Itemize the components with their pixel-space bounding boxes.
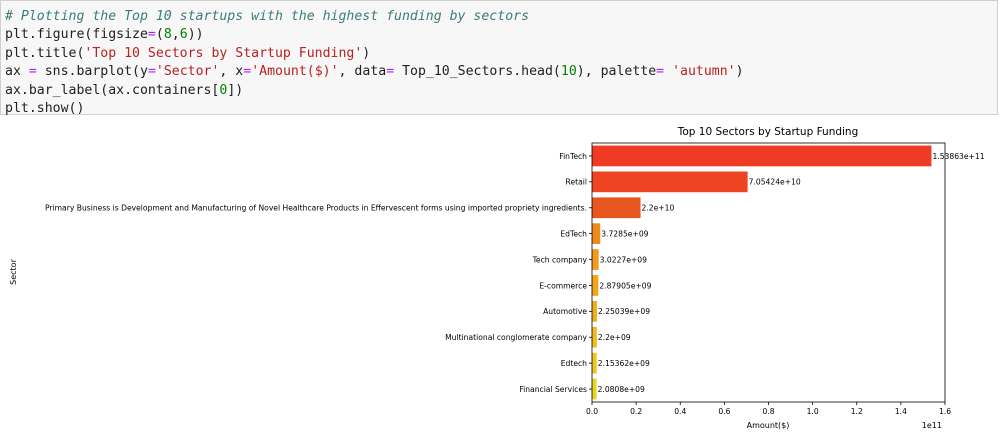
bar <box>592 171 748 193</box>
x-tick-label: 0.4 <box>674 407 686 416</box>
code-token: 'Amount($)' <box>251 64 339 80</box>
data-label: 1.53863e+11 <box>932 152 984 161</box>
code-token: = <box>386 64 395 80</box>
x-tick-label: 0.2 <box>630 407 642 416</box>
x-tick-label: 1.4 <box>895 407 907 416</box>
y-axis-label: Sector <box>9 258 18 284</box>
y-tick-label: FinTech <box>559 152 587 161</box>
x-axis-offset-label: 1e11 <box>922 421 942 430</box>
bar <box>592 326 597 348</box>
bar <box>592 352 597 374</box>
code-token: 'Sector' <box>155 64 220 80</box>
code-line: ax = sns.barplot(y='Sector', x='Amount($… <box>5 64 744 79</box>
y-tick-label: Primary Business is Development and Manu… <box>45 204 587 213</box>
code-token: = <box>147 27 156 43</box>
code-token: , x <box>219 64 244 80</box>
y-tick-label: E-commerce <box>539 281 587 290</box>
y-tick-label: Retail <box>566 178 587 187</box>
data-label: 3.7285e+09 <box>601 229 648 238</box>
code-token: ), palette <box>576 64 657 80</box>
data-label: 2.0808e+09 <box>598 385 645 394</box>
code-token: , data <box>338 64 387 80</box>
cell-output: Top 10 Sectors by Startup Funding Amount… <box>0 122 1003 447</box>
code-token: ax <box>5 64 29 80</box>
code-token: sns.barplot(y <box>36 64 148 80</box>
y-tick-label: Tech company <box>532 255 588 264</box>
chart-title: Top 10 Sectors by Startup Funding <box>677 126 859 138</box>
data-label: 2.25039e+09 <box>598 307 650 316</box>
code-token: Top_10_Sectors.head( <box>394 64 561 80</box>
x-tick-label: 0.0 <box>586 407 598 416</box>
y-tick-label: Edtech <box>561 359 587 368</box>
y-tick-label: Automotive <box>543 307 587 316</box>
data-label: 3.0227e+09 <box>600 255 647 264</box>
code-token: plt.show() <box>5 101 85 117</box>
code-token: 10 <box>560 64 577 80</box>
code-token: ) <box>362 45 371 61</box>
y-tick-label: EdTech <box>560 229 587 238</box>
bar <box>592 145 932 167</box>
code-cell-input[interactable]: # Plotting the Top 10 startups with the … <box>0 0 998 118</box>
code-line: # Plotting the Top 10 startups with the … <box>5 9 529 24</box>
code-token <box>664 64 672 79</box>
code-token: plt.title( <box>5 45 85 61</box>
code-editor[interactable]: # Plotting the Top 10 startups with the … <box>1 1 997 118</box>
code-token: 6 <box>179 27 188 43</box>
code-token: 'autumn' <box>672 64 736 80</box>
code-line: plt.title('Top 10 Sectors by Startup Fun… <box>5 46 370 61</box>
bar <box>592 223 601 245</box>
code-token: ) <box>735 64 744 80</box>
bar <box>592 275 599 296</box>
x-axis-label: Amount($) <box>747 421 790 430</box>
bar <box>592 197 641 219</box>
bar <box>592 300 597 322</box>
bar <box>592 249 599 270</box>
code-token: ( <box>155 27 164 43</box>
data-label: 7.05424e+10 <box>749 178 801 187</box>
bar-chart: Top 10 Sectors by Startup Funding Amount… <box>9 126 985 430</box>
bar <box>592 378 597 400</box>
data-label: 2.87905e+09 <box>599 281 651 290</box>
code-token: = <box>656 64 665 80</box>
x-tick-label: 0.6 <box>718 407 730 416</box>
code-token: = <box>147 64 156 80</box>
code-token: ax.bar_label(ax.containers[ <box>5 82 220 98</box>
data-label: 2.2e+10 <box>642 204 675 213</box>
code-token: 'Top 10 Sectors by Startup Funding' <box>84 45 363 61</box>
code-line: plt.show() <box>5 101 84 116</box>
data-label: 2.15362e+09 <box>598 359 650 368</box>
x-tick-label: 0.8 <box>762 407 774 416</box>
code-token: = <box>28 64 37 80</box>
x-tick-label: 1.6 <box>939 407 951 416</box>
code-token: 8 <box>163 27 172 43</box>
y-tick-label: Multinational conglomerate company <box>445 333 587 342</box>
code-token: = <box>243 64 252 80</box>
code-line: plt.figure(figsize=(8,6)) <box>5 27 204 42</box>
data-label: 2.2e+09 <box>598 333 631 342</box>
y-tick-label: Financial Services <box>519 385 587 394</box>
code-token: plt.figure(figsize <box>5 27 148 43</box>
plot-area: FinTech 1.53863e+11 Retail 7.05424e+10 Prima… <box>45 142 985 416</box>
code-token: # Plotting the Top 10 startups with the … <box>5 9 530 24</box>
code-token: )) <box>187 27 204 43</box>
x-tick-label: 1.0 <box>807 407 819 416</box>
code-line: ax.bar_label(ax.containers[0]) <box>5 83 243 98</box>
code-token: 0 <box>219 82 228 98</box>
x-tick-label: 1.2 <box>851 407 863 416</box>
code-token: ]) <box>227 82 244 98</box>
plot-frame <box>591 142 946 403</box>
code-token: , <box>171 27 180 43</box>
